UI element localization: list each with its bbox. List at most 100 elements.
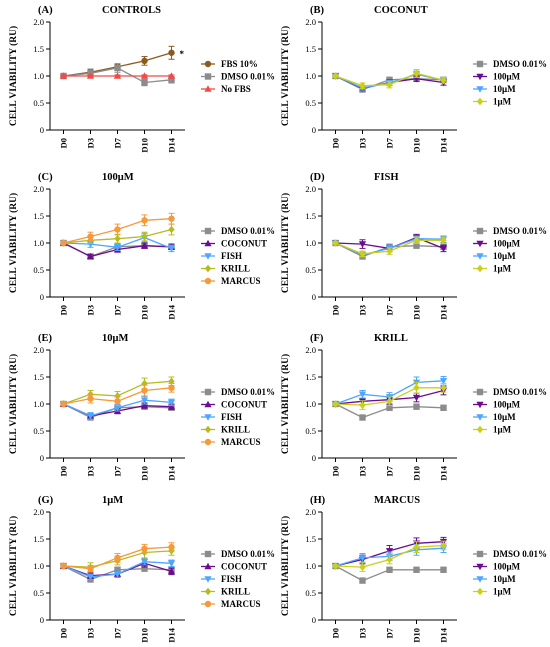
data-point [114, 566, 121, 573]
data-point [141, 545, 148, 552]
legend-marker [476, 264, 484, 273]
data-point [413, 384, 420, 392]
x-tick-label: D0 [331, 466, 341, 476]
data-point [332, 239, 339, 247]
legend-label: DMSO 0.01% [221, 72, 275, 82]
data-point [359, 577, 366, 584]
y-tick-label: 0.5 [305, 426, 316, 436]
data-point [114, 554, 121, 562]
y-axis-label: CELL VIABILITY (RU) [8, 193, 19, 293]
y-tick-label: 0 [40, 615, 44, 625]
y-tick-label: 2.0 [33, 345, 44, 355]
data-point [114, 234, 121, 243]
y-axis-label: CELL VIABILITY (RU) [280, 26, 291, 126]
data-point [168, 384, 175, 391]
data-point [359, 81, 366, 90]
data-point [60, 239, 67, 247]
x-tick-label: D0 [59, 628, 69, 638]
y-tick-label: 1.0 [305, 561, 316, 571]
legend: DMSO 0.01% 100μM 10μM 1μM [473, 226, 547, 274]
legend-label: FISH [221, 251, 242, 261]
data-point [359, 250, 366, 258]
data-point [358, 241, 367, 248]
series-1-m [332, 69, 447, 90]
y-tick-label: 0.5 [33, 426, 44, 436]
data-point [413, 543, 420, 551]
legend-marker [476, 97, 484, 106]
y-tick-label: 2.0 [33, 184, 44, 194]
legend-marker [204, 438, 212, 446]
legend-label: DMSO 0.01% [493, 549, 547, 559]
y-tick-label: 1.5 [33, 44, 44, 54]
y-tick-label: 0.5 [305, 98, 316, 108]
panel-title: KRILL [374, 333, 408, 344]
legend-label: 1μM [493, 97, 512, 107]
y-tick-label: 1.0 [33, 238, 44, 248]
data-point [114, 64, 121, 72]
legend-marker [476, 60, 484, 68]
y-tick-label: 1.5 [305, 534, 316, 544]
legend-label: FISH [221, 574, 242, 584]
panel-title: CONTROLS [102, 5, 161, 16]
series-marcus [60, 212, 175, 247]
legend: DMSO 0.01% COCONUT FISH KRILL MARCUS [201, 226, 275, 286]
panel-letter: (D) [310, 172, 325, 183]
legend-label: COCONUT [221, 400, 267, 410]
series-marcus [60, 382, 175, 408]
y-tick-label: 0 [312, 615, 316, 625]
x-tick-label: D7 [113, 465, 123, 476]
data-point [86, 574, 95, 581]
legend-label: DMSO 0.01% [493, 387, 547, 397]
data-point [167, 567, 176, 575]
data-point [359, 563, 366, 571]
legend-marker [476, 253, 484, 260]
legend-marker [476, 401, 484, 409]
data-point [440, 76, 447, 85]
y-tick-label: 1.5 [33, 211, 44, 221]
data-point [386, 555, 393, 564]
x-tick-label: D14 [439, 465, 449, 480]
data-point [141, 217, 148, 224]
x-tick-label: D14 [439, 304, 449, 319]
legend: DMSO 0.01% 100μM 10μM 1μM [473, 387, 547, 435]
data-point [140, 558, 149, 566]
y-axis-label: CELL VIABILITY (RU) [280, 516, 291, 616]
data-point [358, 555, 367, 562]
data-point [440, 566, 447, 573]
y-tick-label: 2.0 [33, 507, 44, 517]
y-tick-label: 2.0 [305, 184, 316, 194]
chart-panel-h: (H) MARCUS CELL VIABILITY (RU) 0 0.5 1.0 1.5 2.… [280, 495, 547, 643]
legend-marker [204, 277, 212, 285]
series-10-m [331, 235, 448, 259]
series-1-m [332, 236, 447, 258]
y-tick-label: 1.5 [305, 44, 316, 54]
data-point [386, 397, 393, 406]
data-point [141, 565, 148, 572]
legend-label: 1μM [493, 425, 512, 435]
legend-label: FISH [221, 412, 242, 422]
legend-marker [204, 239, 212, 247]
data-point [141, 57, 148, 65]
legend-label: FBS 10% [221, 59, 258, 69]
data-point [359, 414, 366, 421]
data-point [140, 397, 149, 405]
y-tick-label: 0 [40, 125, 44, 135]
data-point [86, 241, 95, 248]
y-tick-label: 1.0 [305, 399, 316, 409]
data-point [113, 404, 122, 412]
legend-marker [476, 563, 484, 571]
y-axis-label: CELL VIABILITY (RU) [280, 354, 291, 454]
panel-title: 10μM [102, 333, 128, 344]
panel-letter: (H) [310, 495, 326, 506]
data-point [168, 215, 175, 222]
data-point [332, 72, 339, 80]
legend-label: KRILL [221, 264, 250, 274]
legend-label: 10μM [493, 251, 516, 261]
y-tick-label: 0 [40, 292, 44, 302]
legend-label: DMSO 0.01% [221, 549, 275, 559]
panel-letter: (C) [38, 172, 53, 183]
data-point [167, 402, 176, 410]
legend-label: 10μM [493, 574, 516, 584]
data-point [60, 562, 67, 570]
